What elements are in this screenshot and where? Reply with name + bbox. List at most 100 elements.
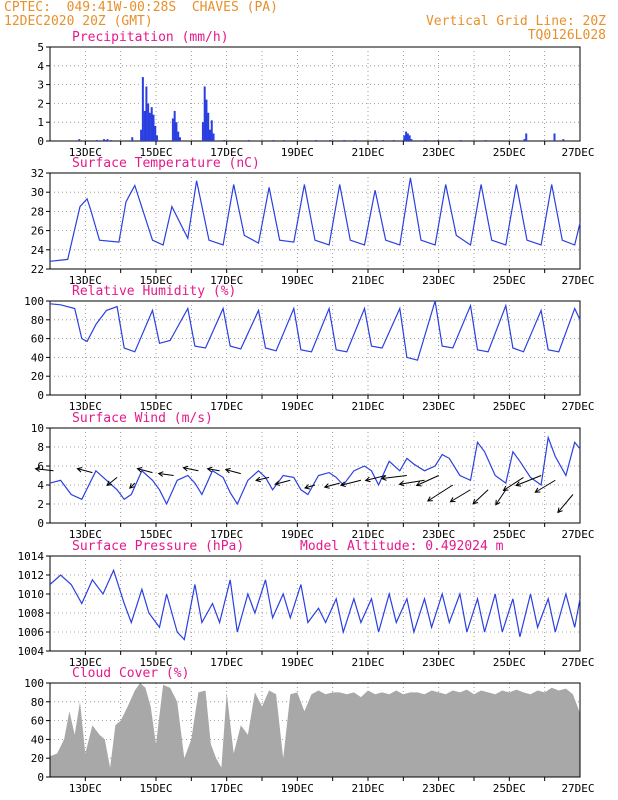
panel-5-ytick-label: 1008 (18, 607, 45, 620)
panel-1-bar (210, 120, 213, 141)
panel-1-bar (283, 140, 286, 141)
panel-1-bar (147, 103, 150, 141)
panel-1-bar (152, 114, 155, 141)
panel-1-ytick-label: 3 (37, 79, 44, 92)
panel-3-xtick-label: 13DEC (69, 400, 102, 413)
panel-1-bar (405, 131, 408, 141)
panel-1-bar (205, 99, 208, 141)
panel-6-ytick-label: 60 (31, 715, 44, 728)
panel-1-bar (78, 139, 81, 141)
panel-4-wind-arrow (35, 468, 54, 472)
panel-4-wind-arrowhead (449, 497, 456, 503)
panel-4-wind-arrowhead (557, 507, 563, 514)
panel-4-wind-arrowhead (426, 496, 433, 502)
panel-3-xtick-label: 15DEC (139, 400, 172, 413)
panel-1-bar (553, 133, 556, 141)
panel-5-xtick-label: 17DEC (210, 656, 243, 669)
panel-2-ytick-label: 24 (31, 244, 45, 257)
panel-1-xtick-label: 21DEC (351, 146, 384, 159)
panel-2-xtick-label: 25DEC (493, 274, 526, 287)
panel-1-bar (525, 133, 528, 141)
panel-5-xtick-label: 21DEC (351, 656, 384, 669)
panel-2-ytick-label: 22 (31, 263, 44, 276)
panel-2-title: Surface Temperature (nC) (72, 156, 260, 171)
panel-2-series-line (49, 177, 581, 262)
panel-5-xtick-label: 15DEC (139, 656, 172, 669)
panel-4-xtick-label: 17DEC (210, 528, 243, 541)
panel-6-xtick-label: 25DEC (493, 782, 526, 795)
panel-1-xtick-label: 13DEC (69, 146, 102, 159)
panel-4-xtick-label: 13DEC (69, 528, 102, 541)
panel-4-wind-arrowhead (224, 467, 231, 474)
panel-4-wind-arrow (450, 489, 471, 503)
panel-3-xtick-label: 19DEC (281, 400, 314, 413)
panel-1-bar (141, 77, 144, 141)
panel-1-xtick-label: 23DEC (422, 146, 455, 159)
panel-1-bar (272, 140, 275, 141)
panel-1-bar (201, 122, 204, 141)
panel-1-bar (247, 140, 250, 141)
panel-2-xtick-label: 13DEC (69, 274, 102, 287)
panel-4-wind-arrowhead (398, 480, 405, 487)
panel-4-wind-arrowhead (415, 481, 422, 487)
panel-1-bar (406, 133, 409, 141)
panel-5-ytick-label: 1006 (18, 626, 45, 639)
panel-4-wind-arrow (557, 494, 574, 513)
panel-1-xtick-label: 17DEC (210, 146, 243, 159)
panel-1-xtick-label: 27DEC (561, 146, 594, 159)
panel-4-wind-arrow (365, 475, 386, 481)
panel-1-xtick-label: 15DEC (139, 146, 172, 159)
panel-1-bar (104, 140, 107, 141)
panel-4-wind-arrow (77, 468, 93, 474)
panel-4-wind-arrow (416, 475, 439, 486)
panel-3-xtick-label: 25DEC (493, 400, 526, 413)
panel-4-ytick-label: 10 (31, 422, 44, 435)
panel-4-wind-arrowhead (339, 481, 346, 487)
panel-1-bar (410, 139, 413, 141)
panel-5-xtick-label: 23DEC (422, 656, 455, 669)
panel-6-ytick-label: 100 (24, 677, 44, 690)
panel-4-wind-arrowhead (182, 465, 189, 472)
panel-1-frame (49, 46, 581, 142)
panel-4-ytick-label: 0 (37, 517, 44, 530)
panel-1-ytick-label: 2 (37, 97, 44, 110)
panel-1-bar (156, 135, 158, 141)
panel-6-ytick-label: 20 (31, 752, 44, 765)
panel-2-xtick-label: 17DEC (210, 274, 243, 287)
panel-3-ytick-label: 40 (31, 351, 44, 364)
panel-4-xtick-label: 21DEC (351, 528, 384, 541)
panel-4-wind-arrow (399, 479, 425, 485)
panel-6-xtick-label: 23DEC (422, 782, 455, 795)
panel-4-wind-arrowhead (136, 466, 143, 473)
panel-1-bar (143, 110, 146, 141)
panel-4-wind-arrow (495, 489, 507, 506)
panel-4-wind-arrow (183, 467, 199, 472)
panel-3-xtick-label: 17DEC (210, 400, 243, 413)
panel-4-ytick-label: 2 (37, 498, 44, 511)
panel-1-bar (209, 129, 211, 141)
panel-3-ytick-label: 20 (31, 370, 44, 383)
panel-4-wind-arrowhead (304, 484, 310, 490)
panel-1-xtick-label: 25DEC (493, 146, 526, 159)
panel-1-bar (436, 140, 439, 141)
panel-5-ytick-label: 1004 (18, 645, 45, 658)
panel-4-wind-arrowhead (515, 481, 522, 487)
panel-4-wind-arrowhead (534, 487, 541, 493)
panel-1-title: Precipitation (mm/h) (72, 30, 229, 45)
panel-2-ytick-label: 32 (31, 167, 44, 180)
panel-4-wind-arrow (304, 484, 316, 489)
panel-1-bar (207, 112, 210, 141)
panel-1-bar (110, 140, 113, 141)
panel-4-wind-arrow (340, 479, 362, 486)
panel-1-bar (408, 135, 411, 141)
panel-6-xtick-label: 19DEC (281, 782, 314, 795)
panel-1-bar (173, 110, 176, 141)
panel-1-bar (343, 140, 346, 141)
panel-2-xtick-label: 23DEC (422, 274, 455, 287)
panel-4-ytick-label: 6 (37, 460, 44, 473)
panel-6-xtick-label: 27DEC (561, 782, 594, 795)
panel-4-wind-arrowhead (206, 466, 213, 473)
panel-2-frame (49, 172, 581, 270)
panel-4-wind-arrowhead (380, 475, 387, 481)
